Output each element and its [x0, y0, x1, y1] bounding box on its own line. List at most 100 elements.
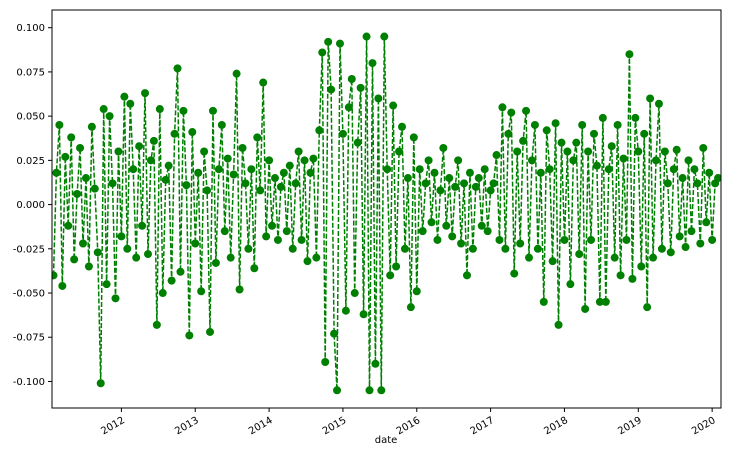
data-point — [200, 147, 209, 156]
y-tick-label: 0.050 — [16, 112, 45, 123]
data-point — [584, 147, 593, 156]
data-point — [117, 232, 126, 241]
data-point — [191, 239, 200, 248]
data-point — [371, 359, 380, 368]
data-point — [52, 271, 58, 280]
data-point — [288, 244, 297, 253]
data-point — [368, 59, 377, 68]
data-point — [548, 257, 557, 266]
data-point — [678, 174, 687, 183]
data-point — [158, 289, 167, 298]
data-point — [539, 297, 548, 306]
data-point — [380, 32, 389, 41]
data-point — [203, 186, 212, 195]
data-point — [126, 99, 135, 108]
data-point — [306, 168, 315, 177]
data-point — [120, 92, 129, 101]
data-point — [439, 143, 448, 152]
data-point — [338, 129, 347, 138]
data-point — [341, 306, 350, 315]
data-point — [247, 165, 256, 174]
data-point — [398, 122, 407, 131]
data-point — [141, 89, 150, 98]
data-point — [206, 327, 215, 336]
data-point — [374, 94, 383, 103]
data-point — [273, 235, 282, 244]
data-point — [714, 174, 721, 183]
data-point — [300, 156, 309, 165]
data-point — [578, 120, 587, 129]
data-point — [146, 156, 155, 165]
data-point — [143, 250, 152, 259]
data-point — [114, 147, 123, 156]
data-point — [436, 186, 445, 195]
data-point — [315, 126, 324, 135]
data-point — [170, 129, 179, 138]
data-point — [256, 186, 265, 195]
data-point — [409, 133, 418, 142]
data-point — [451, 182, 460, 191]
data-point — [486, 186, 495, 195]
data-point — [634, 147, 643, 156]
data-point — [135, 142, 144, 151]
data-point — [587, 235, 596, 244]
data-point — [253, 133, 262, 142]
data-point — [492, 151, 501, 160]
data-point — [460, 179, 469, 188]
data-point — [557, 138, 566, 147]
data-point — [637, 262, 646, 271]
y-tick-label: 0.075 — [16, 67, 45, 78]
data-point — [471, 182, 480, 191]
data-point — [566, 280, 575, 289]
data-point — [660, 147, 669, 156]
data-point — [291, 179, 300, 188]
data-point — [297, 235, 306, 244]
data-point — [155, 105, 164, 114]
data-point — [581, 304, 590, 313]
data-point — [468, 244, 477, 253]
data-point — [235, 285, 244, 294]
data-point — [176, 267, 185, 276]
data-point — [415, 165, 424, 174]
data-point — [601, 297, 610, 306]
data-point — [687, 227, 696, 236]
x-tick-label: 2018 — [542, 415, 570, 437]
data-point — [285, 161, 294, 170]
data-point — [640, 129, 649, 138]
data-point — [445, 174, 454, 183]
data-point — [412, 287, 421, 296]
data-point — [164, 161, 173, 170]
data-point — [403, 174, 412, 183]
data-point — [294, 147, 303, 156]
data-point — [129, 165, 138, 174]
data-point — [52, 168, 61, 177]
data-point — [501, 244, 510, 253]
data-point — [217, 120, 226, 129]
data-point — [699, 143, 708, 152]
data-point — [551, 119, 560, 128]
data-point — [708, 235, 717, 244]
data-point — [318, 48, 327, 57]
data-point — [454, 156, 463, 165]
data-point — [55, 120, 64, 129]
data-point — [208, 106, 217, 115]
data-point — [610, 253, 619, 262]
data-point — [214, 165, 223, 174]
data-point — [250, 264, 259, 273]
data-point — [389, 101, 398, 110]
data-point — [105, 112, 114, 121]
data-point — [465, 168, 474, 177]
data-point — [522, 106, 531, 115]
data-point — [350, 289, 359, 298]
data-point — [649, 253, 658, 262]
data-point — [498, 103, 507, 112]
data-point — [241, 179, 250, 188]
data-point — [592, 161, 601, 170]
data-point — [527, 156, 536, 165]
data-point — [279, 168, 288, 177]
x-tick-label: 2014 — [247, 415, 275, 437]
data-point — [259, 78, 268, 87]
data-point — [93, 248, 102, 257]
data-point — [495, 235, 504, 244]
